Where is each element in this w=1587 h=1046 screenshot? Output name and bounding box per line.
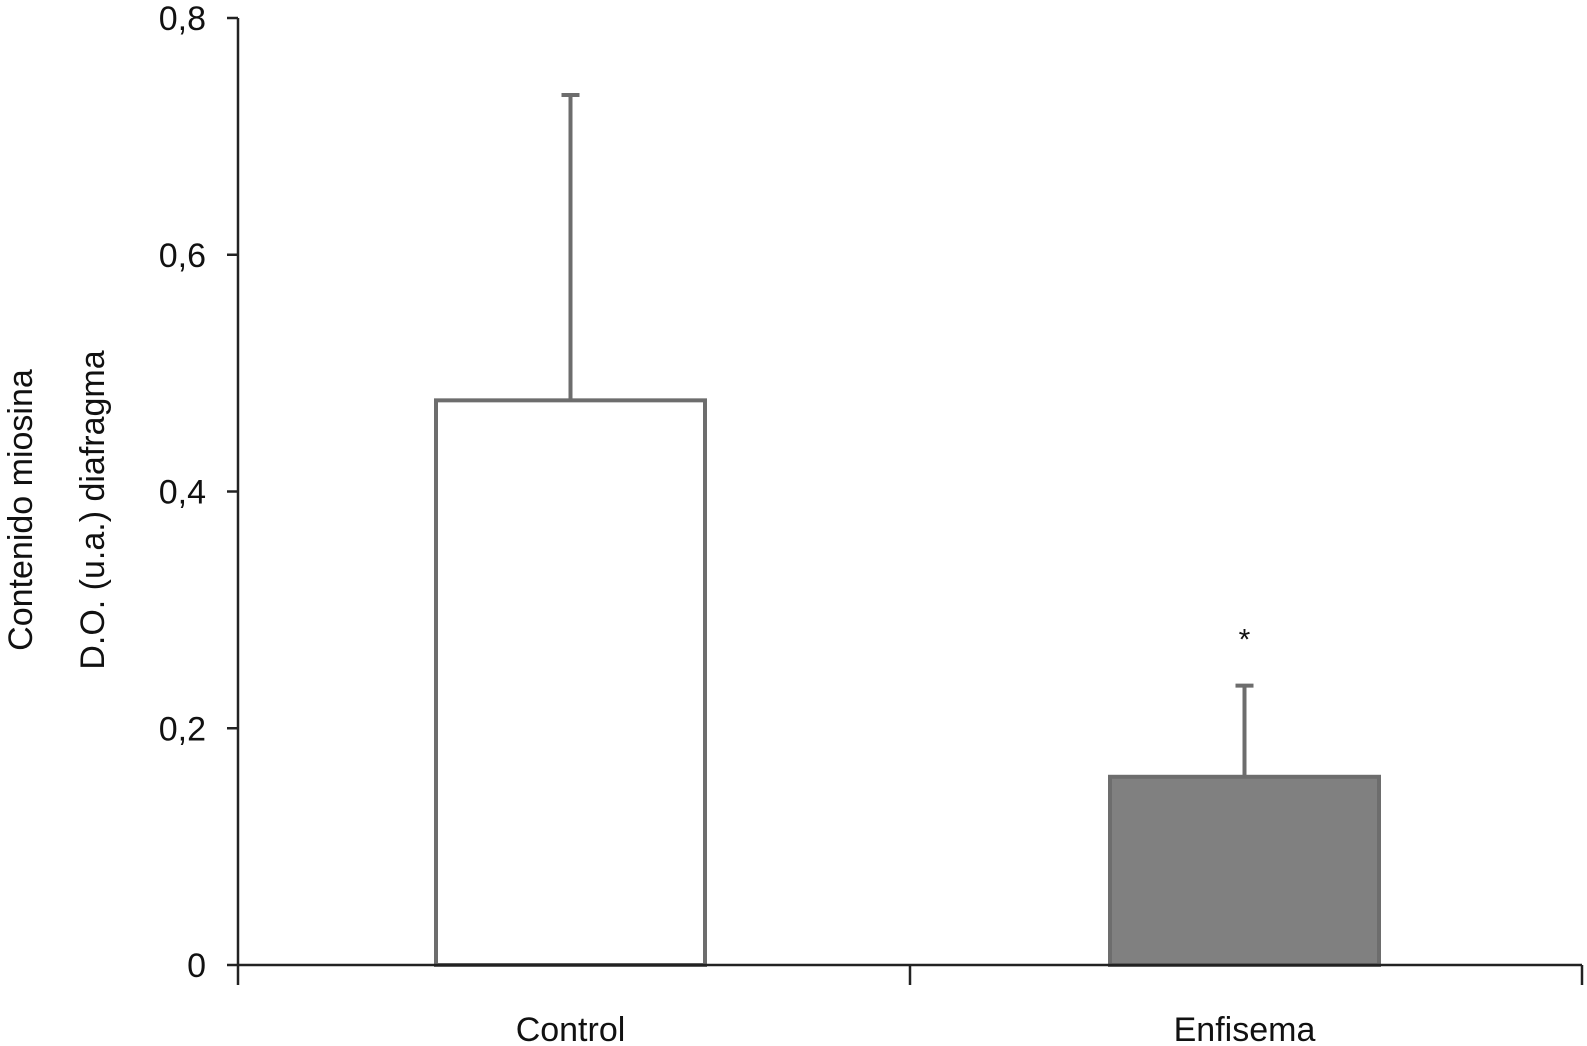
- y-axis-title: Contenido miosina D.O. (u.a.) diafragma: [2, 350, 112, 669]
- y-tick-label: 0,6: [159, 237, 206, 275]
- significance-asterisk: *: [1239, 624, 1251, 657]
- y-tick-label: 0: [187, 947, 206, 985]
- y-tick-label: 0,8: [159, 0, 206, 38]
- y-axis-title-line-1: Contenido miosina: [2, 369, 40, 651]
- y-axis-title-line-2: D.O. (u.a.) diafragma: [74, 350, 112, 669]
- bar-control: [434, 398, 707, 967]
- plot-area: * 0 0,2 0,4 0,6 0,8 Control Enfisema: [159, 0, 1584, 1046]
- x-category-label-control: Control: [516, 1011, 626, 1046]
- y-tick-label: 0,2: [159, 710, 206, 748]
- x-category-label-enfisema: Enfisema: [1174, 1011, 1316, 1046]
- bar-enfisema: [1108, 774, 1381, 967]
- y-tick-label: 0,4: [159, 474, 206, 512]
